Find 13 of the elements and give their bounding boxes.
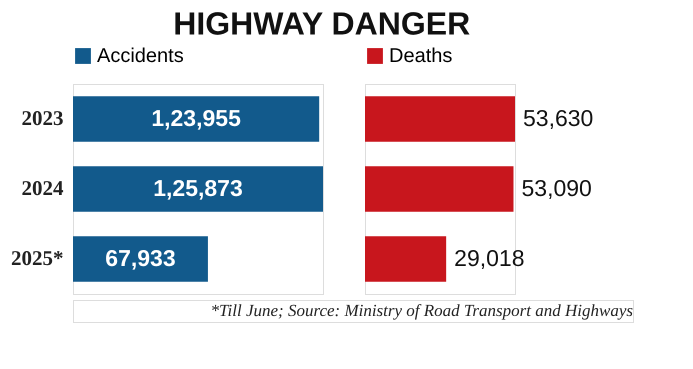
text: *Till June; Source: Ministry of Road Transport and Highways bbox=[210, 301, 634, 320]
data-label: 1,25,873 bbox=[153, 175, 243, 201]
legend-label: Accidents bbox=[97, 45, 184, 67]
data-label: 53,090 bbox=[521, 175, 592, 201]
data-label: 1,23,955 bbox=[151, 105, 242, 131]
data-label: 53,630 bbox=[523, 105, 594, 131]
data-label: 29,018 bbox=[454, 245, 525, 271]
legend-label: Deaths bbox=[389, 45, 452, 67]
y-tick-label: 2024 bbox=[22, 176, 64, 200]
chart-title: HIGHWAY DANGER bbox=[173, 6, 470, 42]
data-label: 67,933 bbox=[105, 245, 176, 271]
y-tick-label: 2025* bbox=[11, 246, 64, 270]
y-tick-label: 2023 bbox=[22, 106, 64, 130]
